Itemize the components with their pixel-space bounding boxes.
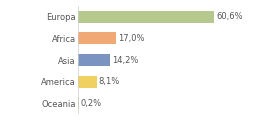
Bar xyxy=(78,33,116,44)
Bar xyxy=(78,97,79,109)
Bar xyxy=(78,76,97,87)
Bar xyxy=(78,11,214,23)
Text: 0,2%: 0,2% xyxy=(81,99,102,108)
Text: 60,6%: 60,6% xyxy=(216,12,242,21)
Text: 17,0%: 17,0% xyxy=(118,34,145,43)
Bar xyxy=(78,54,110,66)
Text: 14,2%: 14,2% xyxy=(112,55,138,65)
Text: 8,1%: 8,1% xyxy=(98,77,120,86)
